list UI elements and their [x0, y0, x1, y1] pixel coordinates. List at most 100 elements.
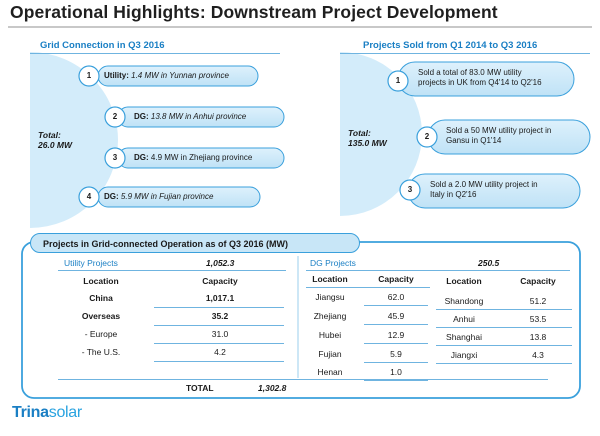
left-item-1: Utility: 1.4 MW in Yunnan province	[104, 71, 229, 81]
right-num-1: 1	[395, 76, 401, 85]
left-total-value: 26.0 MW	[38, 140, 73, 151]
left-num-circle-4	[78, 186, 100, 208]
left-total-label: Total:	[38, 130, 61, 140]
left-item-1-text: 1.4 MW in Yunnan province	[131, 71, 229, 80]
table-header: Projects in Grid-connected Operation as …	[30, 233, 360, 253]
dg-a-row-5-capacity: 1.0	[390, 367, 402, 377]
right-total-value: 135.0 MW	[348, 138, 387, 149]
utility-label-rule	[58, 270, 286, 271]
dg-b-row-2-location: Anhui	[453, 314, 475, 324]
logo-part-trina: Trina	[12, 404, 49, 421]
utility-col-capacity: Capacity	[202, 276, 238, 286]
dg-a-row-1-rule	[364, 305, 428, 306]
dg-b-row-4-location: Jiangxi	[450, 350, 478, 360]
left-num-3: 3	[112, 153, 118, 162]
dg-b-row-3-capacity: 13.8	[529, 332, 547, 342]
left-num-circle-2	[104, 106, 126, 128]
left-section-header: Grid Connection in Q3 2016	[40, 40, 165, 51]
utility-row-4-capacity: 4.2	[214, 347, 226, 357]
right-item-2-line2: Gansu in Q1'14	[446, 135, 502, 145]
utility-col-location: Location	[83, 276, 119, 286]
dg-a-row-3-capacity: 12.9	[387, 330, 405, 340]
right-item-1-line1: Sold a total of 83.0 MW utility	[418, 68, 522, 77]
utility-projects-label: Utility Projects	[64, 258, 118, 268]
total-value: 1,302.8	[258, 383, 287, 393]
left-item-2: DG: 13.8 MW in Anhui province	[134, 112, 246, 122]
left-num-1: 1	[86, 71, 92, 80]
utility-row-4-location: - The U.S.	[81, 347, 121, 357]
left-item-3-text: 4.9 MW in Zhejiang province	[150, 153, 253, 162]
left-item-2-text: 13.8 MW in Anhui province	[150, 112, 247, 121]
utility-row-1-capacity: 1,017.1	[205, 293, 235, 303]
left-num-circle-3	[104, 147, 126, 169]
utility-row-2-rule	[154, 325, 284, 326]
dg-projects-label: DG Projects	[310, 258, 356, 268]
total-label: TOTAL	[186, 383, 214, 393]
utility-row-1-rule	[154, 307, 284, 308]
utility-row-2-capacity: 35.2	[211, 311, 229, 321]
utility-projects-total: 1,052.3	[206, 258, 235, 268]
dg-a-col-capacity: Capacity	[378, 274, 414, 284]
utility-row-3-rule	[154, 343, 284, 344]
dg-b-row-1-location: Shandong	[444, 296, 484, 306]
left-item-4: DG: 5.9 MW in Fujian province	[104, 192, 213, 202]
dg-a-row-3-rule	[364, 343, 428, 344]
left-num-4: 4	[86, 192, 92, 201]
trinasolar-logo: Trinasolar	[12, 404, 82, 422]
right-item-1-line2: projects in UK from Q4'14 to Q2'16	[418, 77, 542, 87]
left-num-2: 2	[112, 112, 118, 121]
right-total: Total: 135.0 MW	[348, 128, 387, 148]
dg-a-row-4-rule	[364, 362, 428, 363]
left-total: Total: 26.0 MW	[38, 130, 72, 150]
left-item-1-label: Utility:	[104, 71, 129, 80]
dg-a-row-4-capacity: 5.9	[390, 349, 402, 359]
right-total-circle	[340, 52, 422, 216]
right-item-3-line2: Italy in Q2'16	[430, 189, 477, 199]
right-num-3: 3	[407, 185, 413, 194]
dg-b-row-2-capacity: 53.5	[529, 314, 547, 324]
dg-b-row-3-rule	[436, 345, 572, 346]
dg-a-row-4-location: Fujian	[318, 349, 342, 359]
right-section-rule	[340, 53, 590, 54]
utility-row-3-capacity: 31.0	[211, 329, 229, 339]
left-section-rule	[30, 53, 280, 54]
dg-b-row-4-rule	[436, 363, 572, 364]
right-num-circle-3	[399, 179, 421, 201]
left-item-4-label: DG:	[104, 192, 119, 201]
dg-a-row-2-rule	[364, 324, 428, 325]
dg-a-row-5-rule	[364, 380, 428, 381]
dg-a-row-2-capacity: 45.9	[387, 311, 405, 321]
right-section-header: Projects Sold from Q1 2014 to Q3 2016	[363, 40, 538, 51]
page-title: Operational Highlights: Downstream Proje…	[10, 2, 498, 22]
dg-b-row-1-rule	[436, 309, 572, 310]
left-item-4-text: 5.9 MW in Fujian province	[120, 192, 214, 201]
utility-row-4-rule	[154, 361, 284, 362]
left-item-3: DG: 4.9 MW in Zhejiang province	[134, 153, 252, 163]
right-item-2: Sold a 50 MW utility project in Gansu in…	[446, 126, 551, 145]
dg-a-row-3-location: Hubei	[318, 330, 342, 340]
right-total-label: Total:	[348, 128, 371, 138]
left-item-2-label: DG:	[134, 112, 149, 121]
right-item-3-line1: Sold a 2.0 MW utility project in	[430, 180, 538, 189]
dg-b-row-3-location: Shanghai	[446, 332, 482, 342]
dg-b-row-4-capacity: 4.3	[532, 350, 544, 360]
dg-b-col-capacity: Capacity	[520, 276, 556, 286]
left-item-3-label: DG:	[134, 153, 149, 162]
dg-a-row-1-capacity: 62.0	[387, 292, 405, 302]
right-num-2: 2	[424, 132, 430, 141]
right-num-circle-2	[416, 126, 438, 148]
dg-a-row-2-location: Zhejiang	[313, 311, 347, 321]
logo-part-solar: solar	[48, 404, 82, 421]
dg-b-row-2-rule	[436, 327, 572, 328]
utility-row-3-location: - Europe	[84, 329, 118, 339]
dg-projects-total: 250.5	[478, 258, 500, 268]
dg-b-row-1-capacity: 51.2	[529, 296, 547, 306]
dg-b-col-location: Location	[446, 276, 482, 286]
left-num-circle-1	[78, 65, 100, 87]
utility-row-2-location: Overseas	[81, 311, 121, 321]
dg-a-row-5-location: Henan	[317, 367, 343, 377]
dg-a-header-rule	[306, 287, 430, 288]
dg-label-rule	[306, 270, 570, 271]
left-total-circle	[30, 52, 118, 228]
